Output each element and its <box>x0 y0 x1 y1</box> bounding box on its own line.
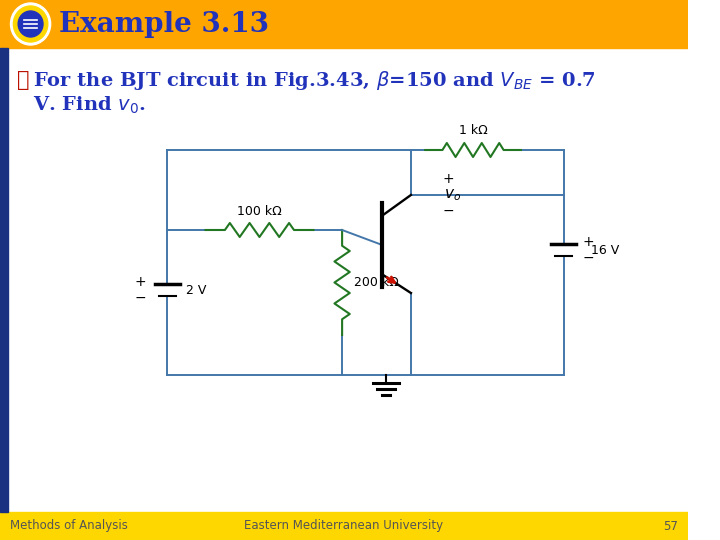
Text: 1 kΩ: 1 kΩ <box>459 124 487 137</box>
Text: +: + <box>135 275 146 289</box>
Bar <box>0 0 688 48</box>
Bar <box>0 512 688 540</box>
Text: $v_o$: $v_o$ <box>444 187 462 203</box>
Text: +: + <box>443 172 454 186</box>
Bar <box>0 48 8 512</box>
Text: 100 kΩ: 100 kΩ <box>237 205 282 218</box>
Text: V. Find $v_0$.: V. Find $v_0$. <box>33 94 146 116</box>
Text: Methods of Analysis: Methods of Analysis <box>9 519 127 532</box>
Circle shape <box>11 3 50 45</box>
Circle shape <box>14 6 48 42</box>
Text: Example 3.13: Example 3.13 <box>59 10 269 37</box>
Text: −: − <box>135 291 146 305</box>
Text: −: − <box>443 204 454 218</box>
Text: +: + <box>583 235 595 249</box>
Text: −: − <box>583 251 595 265</box>
Circle shape <box>18 11 43 37</box>
Text: 200 kΩ: 200 kΩ <box>354 276 398 289</box>
Text: Eastern Mediterranean University: Eastern Mediterranean University <box>245 519 444 532</box>
Text: For the BJT circuit in Fig.3.43, $\beta$=150 and $V_{BE}$ = 0.7: For the BJT circuit in Fig.3.43, $\beta$… <box>33 69 596 91</box>
Text: 16 V: 16 V <box>590 244 618 256</box>
Text: 2 V: 2 V <box>186 284 207 296</box>
Text: ★: ★ <box>17 71 30 90</box>
Text: 57: 57 <box>664 519 678 532</box>
